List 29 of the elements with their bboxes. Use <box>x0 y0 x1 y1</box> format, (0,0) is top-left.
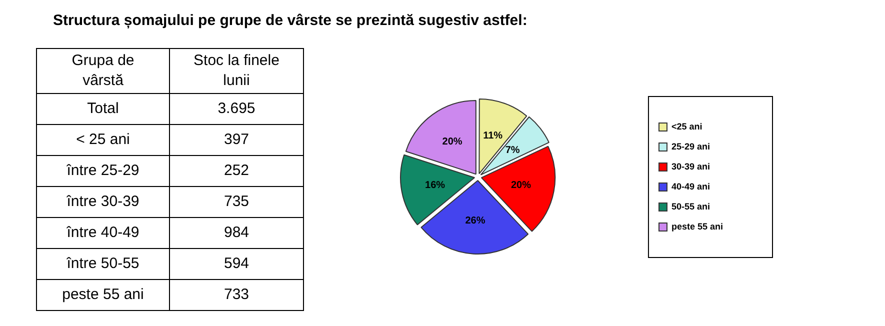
category-label: peste 55 ani <box>36 280 170 310</box>
category-label: între 40-49 <box>36 218 170 248</box>
text: Stoc la finele lunii <box>192 51 280 91</box>
legend-label: 30-39 ani <box>671 161 710 172</box>
category-label: între 50-55 <box>36 248 170 280</box>
text: Grupa de vârstă <box>70 51 136 91</box>
data-label: 16% <box>425 180 446 191</box>
category-label: < 25 ani <box>36 124 170 156</box>
text: 252 <box>224 162 250 179</box>
data-label: 11% <box>483 130 503 142</box>
data-label: 20% <box>510 180 532 191</box>
legend-label: 25-29 ani <box>671 141 710 152</box>
legend-label: <25 ani <box>671 121 702 132</box>
text: 733 <box>224 286 250 303</box>
legend-label: 40-49 ani <box>671 181 710 192</box>
category-label: Total <box>36 94 170 124</box>
text: 594 <box>224 255 250 272</box>
text: 984 <box>224 224 250 241</box>
legend-label: peste 55 ani <box>671 221 724 232</box>
category-label: între 25-29 <box>36 156 170 186</box>
data-label: 7% <box>505 144 520 156</box>
text: 397 <box>224 131 250 148</box>
text: Structura șomajului pe grupe de vârste se prezintă sugestiv astfel: <box>53 12 528 29</box>
text: 3.695 <box>218 100 256 117</box>
data-label: 20% <box>442 136 462 148</box>
category-label: între 30-39 <box>36 186 170 218</box>
text: 735 <box>224 193 250 210</box>
legend-label: 50-55 ani <box>671 201 710 212</box>
data-label: 26% <box>465 215 486 226</box>
